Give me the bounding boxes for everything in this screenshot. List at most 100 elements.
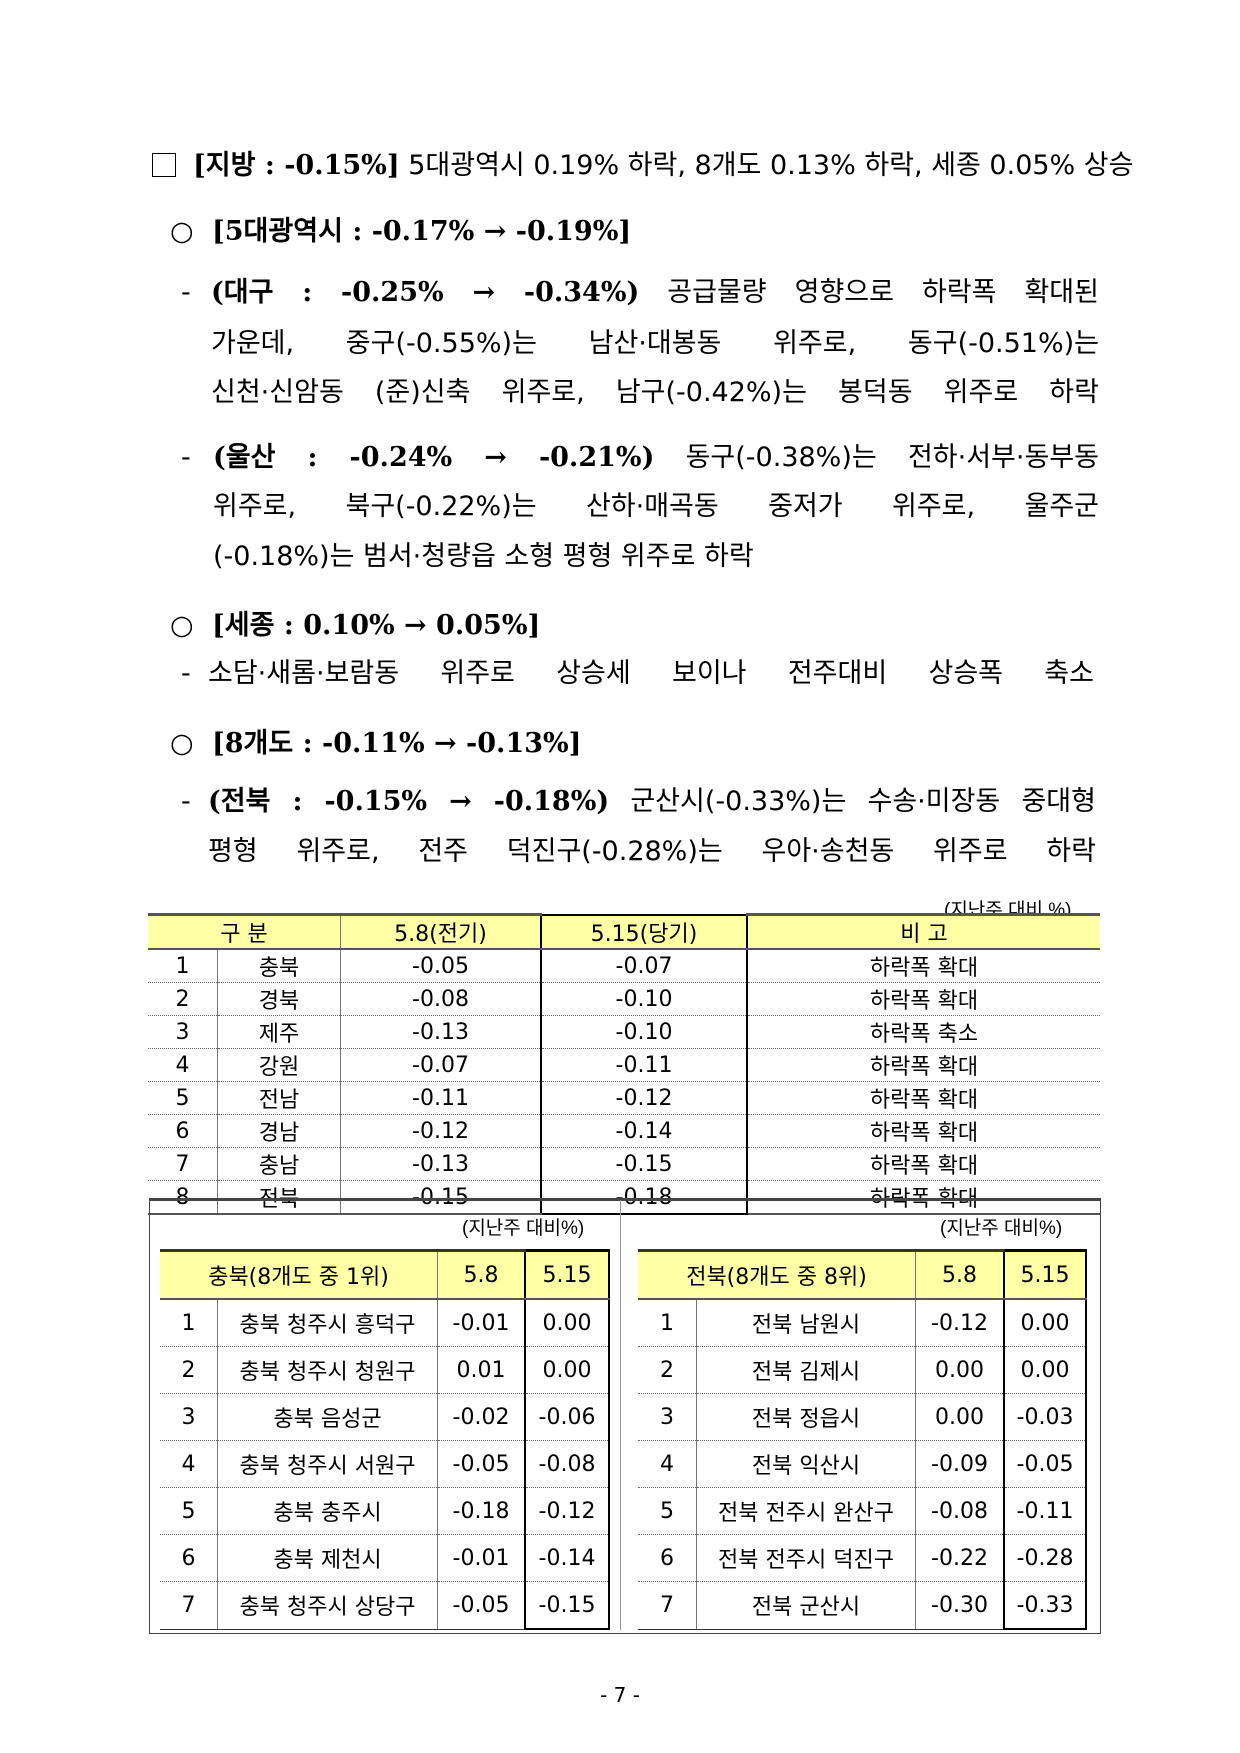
header-prev: 5.8 [915,1249,1004,1300]
region-cell: 경북 [217,982,341,1016]
region-cell: 전북 전주시 완산구 [696,1487,916,1535]
prev-cell: -0.09 [915,1440,1004,1488]
current-cell: -0.18 [540,1180,748,1215]
text-line: 소담·새롬·보람동 위주로 상승세 보이나 전주대비 상승폭 축소 [208,657,1094,691]
dash-bullet: - [181,442,191,473]
current-cell: -0.11 [540,1048,748,1082]
table-row: 7 충남 -0.13 -0.15 하락폭 확대 [148,1147,1100,1181]
rank-cell: 7 [148,1147,218,1181]
header-current: 5.15 [524,1249,610,1300]
bold-heading: [8개도 : -0.11% → -0.13%] [212,728,582,759]
rank-cell: 1 [148,949,218,983]
table-row: 5 전남 -0.11 -0.12 하락폭 확대 [148,1081,1100,1115]
prev-cell: -0.07 [340,1048,541,1082]
region-cell: 충북 음성군 [217,1393,438,1441]
current-cell: -0.10 [540,982,748,1016]
region-cell: 충북 제천시 [217,1534,438,1582]
table-row: 8 전북 -0.15 -0.18 하락폭 확대 [148,1180,1100,1215]
current-cell: -0.08 [524,1440,610,1488]
current-cell: -0.03 [1003,1393,1087,1441]
prev-cell: 0.00 [915,1393,1004,1441]
rank-cell: 3 [160,1393,218,1441]
text-segment: 가운데, 중구(-0.55%)는 남산·대봉동 위주로, 동구(-0.51%)는 [211,328,1099,359]
current-cell: -0.15 [524,1581,610,1630]
divider [620,1200,621,1630]
region-cell: 제주 [217,1015,341,1049]
current-cell: -0.05 [1003,1440,1087,1488]
text-segment: (-0.18%)는 범서·청량읍 소형 평형 위주로 하락 [213,541,754,572]
text-line: (-0.18%)는 범서·청량읍 소형 평형 위주로 하락 [213,540,754,574]
rank-cell: 5 [148,1081,218,1115]
text-line: (울산 : -0.24% → -0.21%) 동구(-0.38%)는 전하·서부… [213,441,1099,475]
region-cell: 전북 전주시 덕진구 [696,1534,916,1582]
table-row: 6 경남 -0.12 -0.14 하락폭 확대 [148,1114,1100,1148]
current-cell: 0.00 [524,1346,610,1394]
rank-cell: 4 [160,1440,218,1488]
text-segment: 5대광역시 0.19% 하락, 8개도 0.13% 하락, 세종 0.05% 상… [399,150,1134,181]
table-row: 5 전북 전주시 완산구 -0.08 -0.11 [638,1487,1087,1535]
dash-bullet: - [181,658,191,689]
table-row: 6 전북 전주시 덕진구 -0.22 -0.28 [638,1534,1087,1582]
text-line: (전북 : -0.15% → -0.18%) 군산시(-0.33%)는 수송·미… [208,785,1096,819]
current-cell: -0.11 [1003,1487,1087,1535]
region-cell: 충북 청주시 서원구 [217,1440,438,1488]
prev-cell: -0.11 [340,1081,541,1115]
table-row: 1 전북 남원시 -0.12 0.00 [638,1299,1087,1347]
prev-cell: -0.30 [915,1581,1004,1630]
table-row: 5 충북 충주시 -0.18 -0.12 [160,1487,610,1535]
remark-cell: 하락폭 확대 [746,1081,1100,1115]
table-row: 7 충북 청주시 상당구 -0.05 -0.15 [160,1581,610,1630]
prev-cell: -0.12 [340,1114,541,1148]
table-row: 1 충북 청주시 흥덕구 -0.01 0.00 [160,1299,610,1347]
current-cell: -0.14 [540,1114,748,1148]
current-cell: -0.15 [540,1147,748,1181]
header-category: 구 분 [148,913,341,950]
prev-cell: 0.00 [915,1346,1004,1394]
rank-cell: 1 [638,1299,697,1347]
region-cell: 전북 익산시 [696,1440,916,1488]
text-segment: 동구(-0.38%)는 전하·서부·동부동 [654,442,1099,473]
text-line: [세종 : 0.10% → 0.05%] [212,609,540,643]
prev-cell: -0.13 [340,1147,541,1181]
table-row: 1 충북 -0.05 -0.07 하락폭 확대 [148,949,1100,983]
bold-heading: [5대광역시 : -0.17% → -0.19%] [212,216,632,247]
prev-cell: -0.05 [437,1581,525,1630]
unit-note-right: (지난주 대비%) [940,1218,1063,1239]
header-remark: 비 고 [746,913,1100,950]
current-cell: -0.12 [540,1081,748,1115]
header-prev: 5.8 [437,1249,525,1300]
rank-cell: 5 [160,1487,218,1535]
table-row: 2 충북 청주시 청원구 0.01 0.00 [160,1346,610,1394]
prev-cell: -0.01 [437,1299,525,1347]
table-row: 3 전북 정읍시 0.00 -0.03 [638,1393,1087,1441]
rank-cell: 4 [638,1440,697,1488]
current-cell: 0.00 [1003,1299,1087,1347]
text-line: (대구 : -0.25% → -0.34%) 공급물량 영향으로 하락폭 확대된 [211,276,1099,310]
current-cell: -0.28 [1003,1534,1087,1582]
circle-bullet-icon: ○ [170,216,194,247]
header-title: 충북(8개도 중 1위) [160,1249,438,1300]
dash-bullet: - [181,786,191,817]
current-cell: 0.00 [524,1299,610,1347]
prev-cell: -0.05 [340,949,541,983]
circle-bullet-icon: ○ [170,610,194,641]
rank-cell: 2 [160,1346,218,1394]
prev-cell: -0.18 [437,1487,525,1535]
text-line: 가운데, 중구(-0.55%)는 남산·대봉동 위주로, 동구(-0.51%)는 [211,327,1099,361]
region-cell: 충북 [217,949,341,983]
text-segment: 신천·신암동 (준)신축 위주로, 남구(-0.42%)는 봉덕동 위주로 하락 [211,377,1099,408]
prev-cell: -0.22 [915,1534,1004,1582]
text-segment: 소담·새롬·보람동 위주로 상승세 보이나 전주대비 상승폭 축소 [208,658,1094,689]
table-row: 4 강원 -0.07 -0.11 하락폭 확대 [148,1048,1100,1082]
text-line: 신천·신암동 (준)신축 위주로, 남구(-0.42%)는 봉덕동 위주로 하락 [211,376,1099,410]
prev-cell: -0.13 [340,1015,541,1049]
prev-cell: -0.01 [437,1534,525,1582]
region-cell: 충북 청주시 상당구 [217,1581,438,1630]
rank-cell: 7 [638,1581,697,1630]
chungbuk-table: 충북(8개도 중 1위) 5.8 5.15 1 충북 청주시 흥덕구 -0.01 0.… [160,1249,610,1630]
detail-box [149,1198,1101,1634]
prev-cell: -0.05 [437,1440,525,1488]
header-current: 5.15 [1003,1249,1087,1300]
text-line: [5대광역시 : -0.17% → -0.19%] [212,215,631,249]
remark-cell: 하락폭 확대 [746,982,1100,1016]
